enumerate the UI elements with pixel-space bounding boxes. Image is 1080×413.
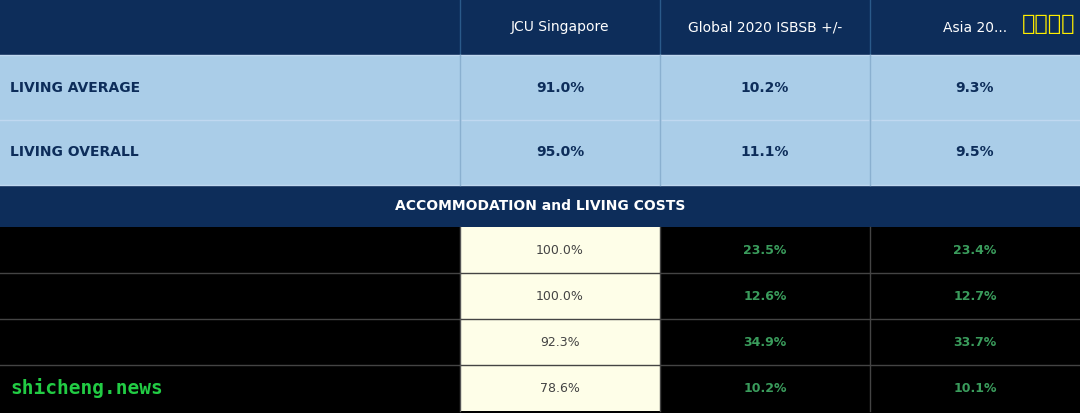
Bar [660,365,870,411]
Bar [0,55,1080,120]
Bar [0,227,460,273]
Text: LIVING OVERALL: LIVING OVERALL [10,145,138,159]
Text: 23.4%: 23.4% [954,244,997,256]
Bar [870,319,1080,365]
Bar [0,120,1080,185]
Text: 23.5%: 23.5% [743,244,786,256]
Bar [460,365,660,411]
Text: Global 2020 ISBSB +/-: Global 2020 ISBSB +/- [688,21,842,35]
Text: 92.3%: 92.3% [540,335,580,349]
Text: 狮城新闻: 狮城新闻 [1022,14,1075,33]
Text: 9.3%: 9.3% [956,81,995,95]
Text: JCU Singapore: JCU Singapore [511,21,609,35]
Text: 91.0%: 91.0% [536,81,584,95]
Text: LIVING AVERAGE: LIVING AVERAGE [10,81,140,95]
Text: 100.0%: 100.0% [536,244,584,256]
Text: 95.0%: 95.0% [536,145,584,159]
Bar [870,273,1080,319]
Text: 33.7%: 33.7% [954,335,997,349]
Bar [460,227,660,273]
Bar [870,365,1080,411]
Text: 9.5%: 9.5% [956,145,995,159]
Text: 10.2%: 10.2% [741,81,789,95]
Text: 34.9%: 34.9% [743,335,786,349]
Text: 11.1%: 11.1% [741,145,789,159]
Bar [0,273,460,319]
Bar [0,365,460,411]
Bar [0,185,1080,227]
Bar [0,319,460,365]
Text: Asia 20...: Asia 20... [943,21,1007,35]
Text: 100.0%: 100.0% [536,290,584,302]
Text: 10.2%: 10.2% [743,382,786,394]
Text: ACCOMMODATION and LIVING COSTS: ACCOMMODATION and LIVING COSTS [395,199,685,213]
Text: 78.6%: 78.6% [540,382,580,394]
Bar [460,273,660,319]
Text: 12.6%: 12.6% [743,290,786,302]
Bar [0,0,1080,55]
Text: shicheng.news: shicheng.news [10,378,163,398]
Text: 10.1%: 10.1% [954,382,997,394]
Text: 12.7%: 12.7% [954,290,997,302]
Bar [460,319,660,365]
Bar [660,319,870,365]
Bar [870,227,1080,273]
Bar [660,273,870,319]
Bar [660,227,870,273]
